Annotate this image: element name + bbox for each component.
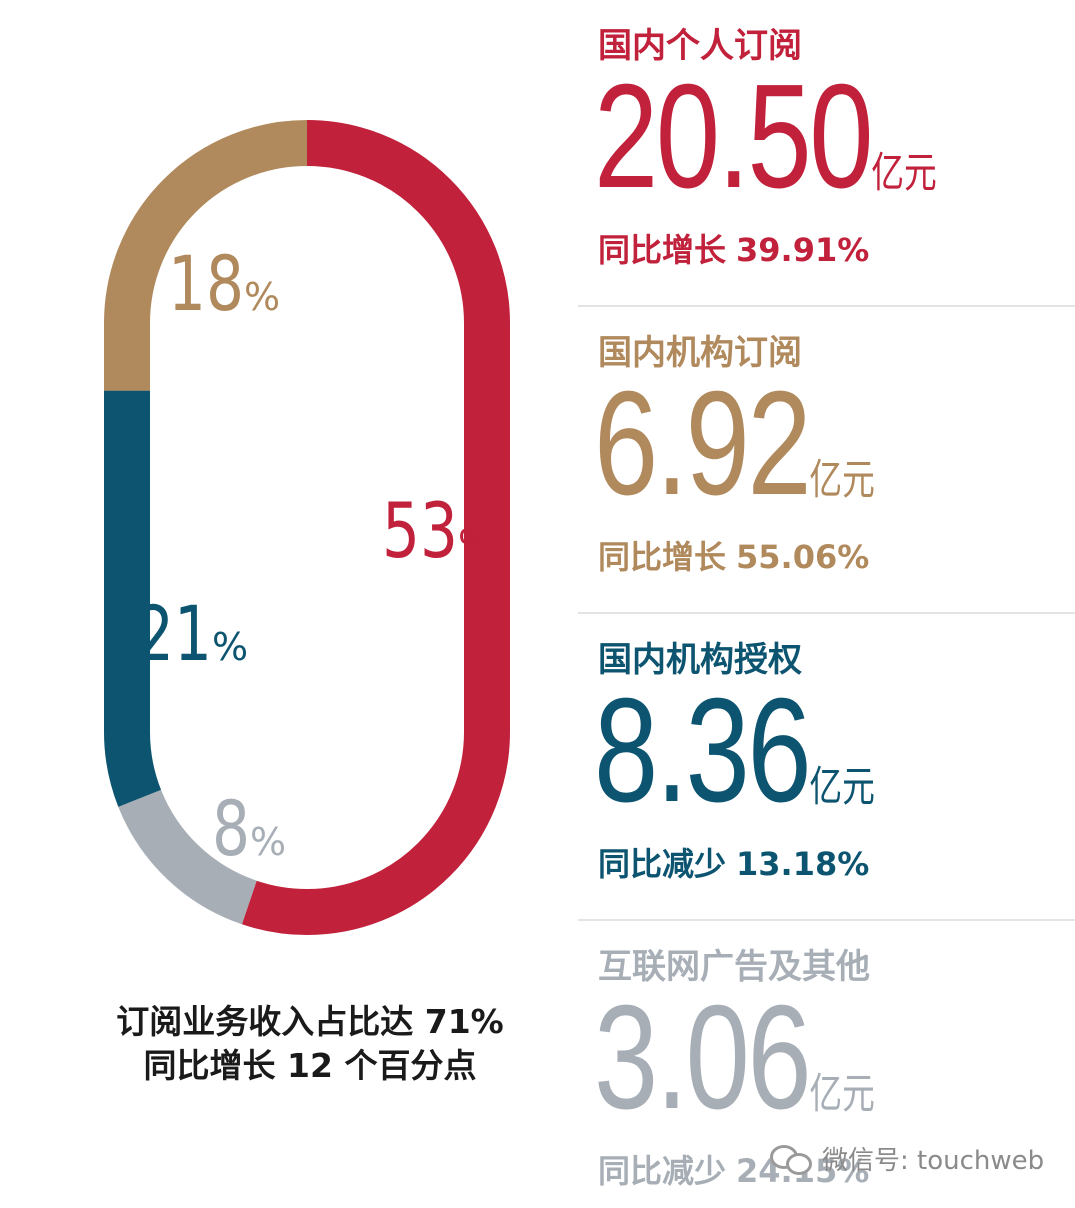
label-institution-subscription: 18% — [168, 239, 280, 328]
metric-title: 国内机构订阅 — [598, 333, 802, 373]
label-institution-license: 21% — [136, 589, 248, 678]
label-personal-subscription: 53% — [382, 486, 494, 575]
metric-unit: 亿元 — [871, 149, 937, 196]
wechat-icon — [770, 1143, 816, 1175]
revenue-share-chart: 53% 18% 21% 8% — [104, 120, 510, 935]
metric-value: 8.36亿元 — [594, 668, 875, 833]
label-internet-ads: 8% — [212, 784, 286, 873]
summary-line-1: 订阅业务收入占比达 71% — [116, 1002, 504, 1041]
metric-title: 国内个人订阅 — [598, 26, 802, 66]
summary-caption: 订阅业务收入占比达 71% 同比增长 12 个百分点 — [60, 1000, 560, 1088]
metric-institution-license: 国内机构授权 8.36亿元 同比减少 13.18% — [578, 614, 1075, 921]
metric-internet-ads: 互联网广告及其他 3.06亿元 同比减少24.15% — [578, 921, 1075, 1208]
metric-value: 20.50亿元 — [594, 54, 937, 219]
metric-change-value: 13.18% — [736, 845, 870, 883]
summary-line-2: 同比增长 12 个百分点 — [143, 1046, 477, 1085]
metric-unit: 亿元 — [809, 1070, 875, 1117]
metric-value: 6.92亿元 — [594, 361, 875, 526]
metric-change: 同比增长 55.06% — [598, 538, 870, 576]
metric-title: 国内机构授权 — [598, 640, 802, 680]
metric-change: 同比减少 13.18% — [598, 845, 870, 883]
metric-institution-subscription: 国内机构订阅 6.92亿元 同比增长 55.06% — [578, 307, 1075, 614]
metric-change-value: 55.06% — [736, 538, 870, 576]
metric-value: 3.06亿元 — [594, 975, 875, 1140]
metric-unit: 亿元 — [809, 456, 875, 503]
metric-unit: 亿元 — [809, 763, 875, 810]
watermark: 微信号: touchweb — [770, 1140, 1044, 1177]
segment-institution-subscription — [104, 120, 510, 935]
metric-personal-subscription: 国内个人订阅 20.50亿元 同比增长 39.91% — [578, 0, 1075, 307]
metric-change: 同比增长 39.91% — [598, 231, 870, 269]
metric-title: 互联网广告及其他 — [598, 947, 870, 987]
metric-change-value: 39.91% — [736, 231, 870, 269]
segment-personal-subscription — [104, 120, 510, 935]
watermark-text: 微信号: touchweb — [822, 1146, 1045, 1176]
